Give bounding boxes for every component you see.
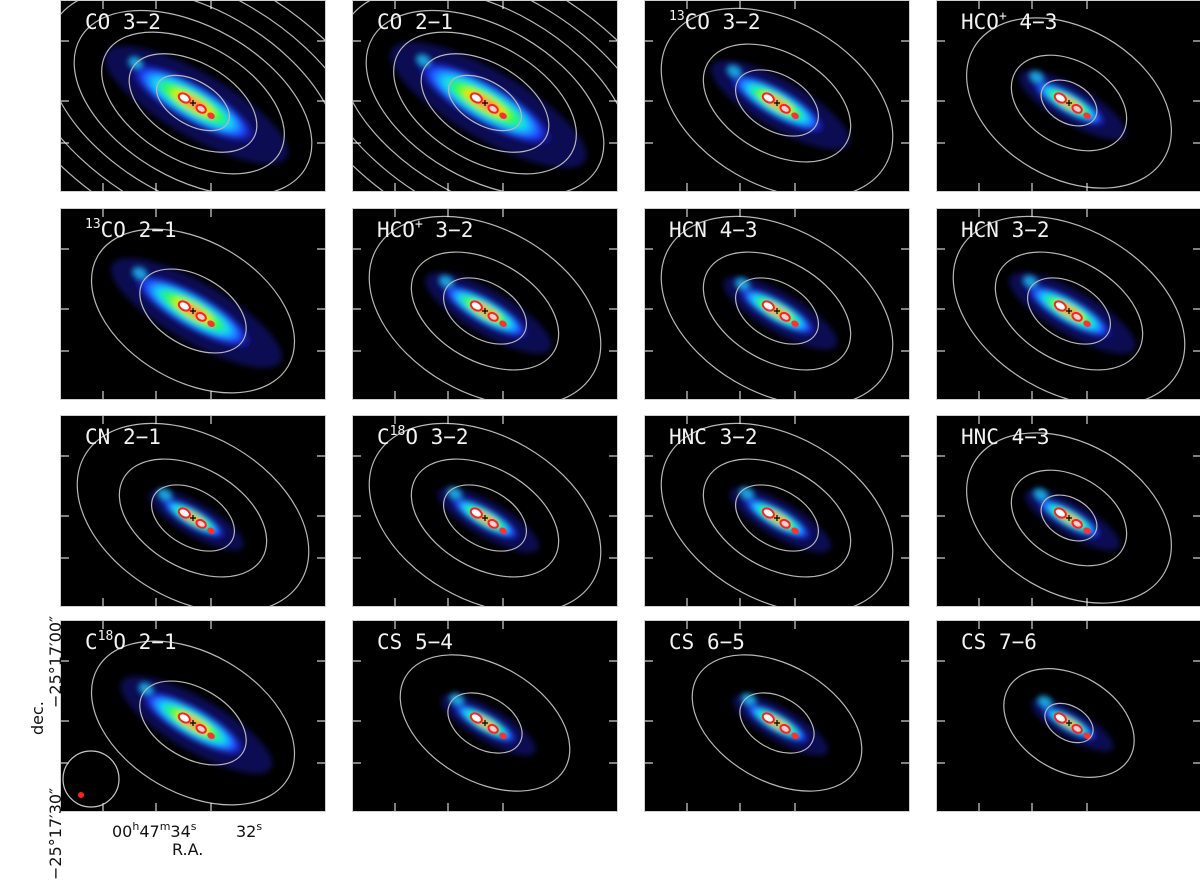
label-part: 6−5 [694, 630, 745, 654]
label-part: 4−3 [1006, 10, 1058, 34]
map-panel: HCO+ 3−2 [352, 208, 618, 400]
emission-map [61, 416, 325, 606]
panel-label: CS 5−4 [377, 629, 453, 654]
label-part: 13 [85, 217, 101, 232]
panel-label: HCN 3−2 [961, 217, 1050, 242]
label-part: 3−2 [998, 218, 1050, 242]
label-part: HCN [669, 218, 707, 242]
label-part: 2−1 [110, 425, 161, 449]
emission-map [353, 209, 617, 399]
label-part: CO [377, 10, 403, 34]
label-part: CN [85, 425, 111, 449]
label-part: O [405, 425, 418, 449]
panel-label: C18O 3−2 [377, 424, 469, 449]
label-part: 3−2 [422, 218, 474, 242]
label-part: 13 [669, 9, 685, 24]
label-part: 3−2 [709, 10, 761, 34]
y-tick-low: −25°17′30″ [46, 787, 65, 880]
emission-map [645, 416, 909, 606]
label-part: CS [961, 630, 987, 654]
label-part: C [377, 425, 390, 449]
label-part: HCO [961, 10, 999, 34]
label-part: 18 [97, 629, 114, 644]
label-part: 3−2 [706, 425, 758, 449]
label-part: 3−2 [110, 10, 161, 34]
label-part: O [113, 630, 126, 654]
map-panel: CO 3−2 [60, 0, 326, 192]
label-part: 2−1 [125, 630, 177, 654]
panel-label: CO 3−2 [85, 9, 161, 34]
panel-label: 13CO 2−1 [85, 217, 177, 242]
map-panel: HCN 3−2 [936, 208, 1200, 400]
label-part: C [85, 630, 98, 654]
panel-label: HNC 3−2 [669, 424, 758, 449]
emission-map [937, 621, 1200, 811]
map-panel: C18O 2−1 [60, 620, 326, 812]
y-tick-high: −25°17′00″ [46, 615, 65, 708]
panel-label: HCO+ 4−3 [961, 9, 1057, 34]
map-panel: HNC 3−2 [644, 415, 910, 607]
label-part: 4−3 [998, 425, 1050, 449]
emission-map [353, 621, 617, 811]
emission-map [61, 209, 325, 399]
label-part: 7−6 [986, 630, 1037, 654]
panel-label: CO 2−1 [377, 9, 453, 34]
label-part: 18 [389, 424, 406, 439]
x-tick-2: 32s [236, 820, 263, 841]
x-axis-label: R.A. [172, 840, 204, 859]
label-part: CS [669, 630, 695, 654]
panel-label: CS 6−5 [669, 629, 745, 654]
label-part: 2−1 [402, 10, 453, 34]
label-part: HNC [669, 425, 707, 449]
panel-label: C18O 2−1 [85, 629, 177, 654]
emission-map [353, 416, 617, 606]
label-part: HNC [961, 425, 999, 449]
emission-map [645, 621, 909, 811]
panel-label: CS 7−6 [961, 629, 1037, 654]
emission-map [937, 1, 1200, 191]
label-part: CO [684, 10, 710, 34]
map-panel: CN 2−1 [60, 415, 326, 607]
emission-map [937, 209, 1200, 399]
label-part: CS [377, 630, 403, 654]
label-part: 4−3 [706, 218, 758, 242]
map-panel: HCN 4−3 [644, 208, 910, 400]
label-part: HCO [377, 218, 415, 242]
map-panel: C18O 3−2 [352, 415, 618, 607]
map-panel: CS 5−4 [352, 620, 618, 812]
emission-map [645, 209, 909, 399]
label-part: + [414, 217, 423, 232]
label-part: CO [100, 218, 126, 242]
label-part: CO [85, 10, 111, 34]
emission-map [937, 416, 1200, 606]
map-panel: CS 7−6 [936, 620, 1200, 812]
label-part: 2−1 [125, 218, 177, 242]
map-panel: HNC 4−3 [936, 415, 1200, 607]
x-tick-1: 00h47m34s [112, 820, 197, 841]
label-part: 3−2 [417, 425, 469, 449]
map-panel: CO 2−1 [352, 0, 618, 192]
y-axis-label: dec. [28, 701, 47, 735]
map-panel: 13CO 3−2 [644, 0, 910, 192]
map-panel: CS 6−5 [644, 620, 910, 812]
emission-map [353, 1, 617, 191]
emission-map [61, 621, 325, 811]
panel-label: HCN 4−3 [669, 217, 758, 242]
beam-marker [62, 750, 120, 808]
map-panel: 13CO 2−1 [60, 208, 326, 400]
label-part: HCN [961, 218, 999, 242]
label-part: + [998, 9, 1007, 24]
label-part: 5−4 [402, 630, 453, 654]
panel-label: HCO+ 3−2 [377, 217, 473, 242]
panel-label: HNC 4−3 [961, 424, 1050, 449]
emission-map [61, 1, 325, 191]
map-panel: HCO+ 4−3 [936, 0, 1200, 192]
emission-map [645, 1, 909, 191]
panel-label: 13CO 3−2 [669, 9, 761, 34]
panel-label: CN 2−1 [85, 424, 161, 449]
